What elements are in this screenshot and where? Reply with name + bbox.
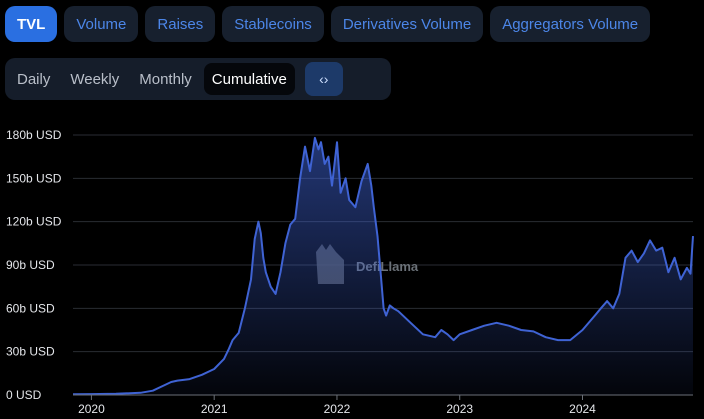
y-tick-label: 0 USD [6, 388, 42, 402]
x-tick-label: 2020 [78, 402, 105, 416]
x-tick-label: 2023 [446, 402, 473, 416]
period-monthly[interactable]: Monthly [139, 70, 192, 88]
tab-derivatives-volume[interactable]: Derivatives Volume [330, 6, 484, 42]
y-tick-label: 60b USD [6, 301, 55, 315]
chart-type-tabs: TVL Volume Raises Stablecoins Derivative… [5, 6, 651, 42]
y-tick-label: 30b USD [6, 345, 55, 359]
period-selector: Daily Weekly Monthly Cumulative ‹› [5, 58, 391, 100]
y-tick-label: 120b USD [6, 215, 62, 229]
tab-tvl[interactable]: TVL [5, 6, 58, 42]
y-axis-ticks: 0 USD 30b USD 60b USD 90b USD 120b USD 150b U… [6, 128, 62, 402]
tab-volume[interactable]: Volume [64, 6, 139, 42]
period-cumulative[interactable]: Cumulative [203, 63, 295, 95]
tvl-series-line [72, 136, 694, 396]
period-weekly[interactable]: Weekly [70, 70, 120, 88]
x-tick-label: 2022 [324, 402, 351, 416]
y-tick-label: 150b USD [6, 171, 62, 185]
x-tick-label: 2024 [569, 402, 596, 416]
y-tick-label: 90b USD [6, 258, 55, 272]
period-daily[interactable]: Daily [17, 70, 51, 88]
embed-button[interactable]: ‹› [304, 62, 343, 96]
tab-raises[interactable]: Raises [145, 6, 216, 42]
tab-stablecoins[interactable]: Stablecoins [222, 6, 324, 42]
area-layer [72, 136, 694, 396]
tab-aggregators-volume[interactable]: Aggregators Volume [490, 6, 651, 42]
code-brackets-icon: ‹› [319, 71, 329, 87]
tvl-area-fill [73, 137, 693, 395]
y-tick-label: 180b USD [6, 128, 62, 142]
x-tick-label: 2021 [201, 402, 228, 416]
x-axis-ticks: 2020 2021 2022 2023 2024 [73, 394, 693, 416]
